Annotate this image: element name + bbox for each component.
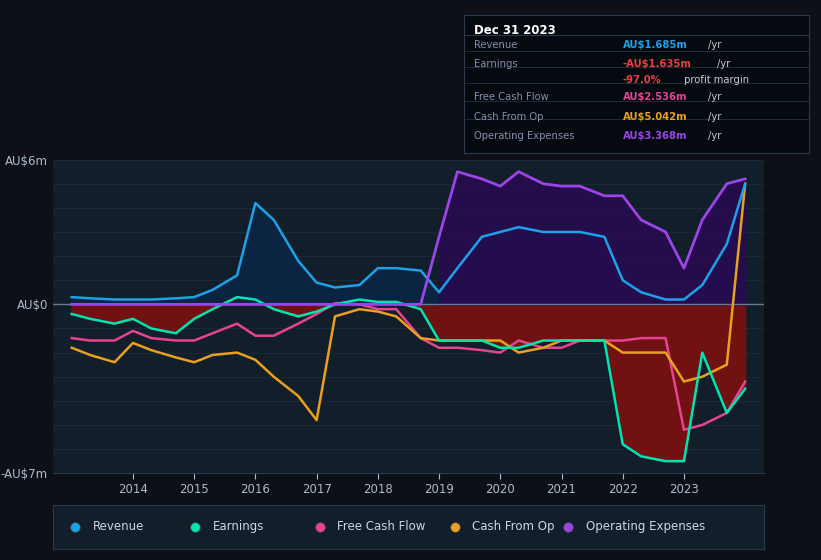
Text: AU$2.536m: AU$2.536m — [622, 92, 687, 102]
Text: -AU$1.635m: -AU$1.635m — [622, 59, 691, 69]
Text: Earnings: Earnings — [213, 520, 264, 534]
Text: profit margin: profit margin — [681, 75, 749, 85]
Text: Free Cash Flow: Free Cash Flow — [475, 92, 549, 102]
Text: -97.0%: -97.0% — [622, 75, 661, 85]
Text: /yr: /yr — [708, 92, 721, 102]
Text: Operating Expenses: Operating Expenses — [586, 520, 705, 534]
Text: AU$3.368m: AU$3.368m — [622, 131, 687, 141]
Text: Dec 31 2023: Dec 31 2023 — [475, 24, 556, 38]
Text: /yr: /yr — [708, 112, 721, 122]
Text: AU$1.685m: AU$1.685m — [622, 40, 687, 49]
Text: Revenue: Revenue — [475, 40, 517, 49]
Text: /yr: /yr — [708, 40, 721, 49]
Text: Cash From Op: Cash From Op — [472, 520, 555, 534]
Text: Free Cash Flow: Free Cash Flow — [337, 520, 426, 534]
Text: Earnings: Earnings — [475, 59, 518, 69]
Text: Revenue: Revenue — [93, 520, 144, 534]
Text: Operating Expenses: Operating Expenses — [475, 131, 575, 141]
Text: Cash From Op: Cash From Op — [475, 112, 544, 122]
Text: AU$5.042m: AU$5.042m — [622, 112, 687, 122]
Text: /yr: /yr — [708, 131, 721, 141]
Text: /yr: /yr — [717, 59, 731, 69]
